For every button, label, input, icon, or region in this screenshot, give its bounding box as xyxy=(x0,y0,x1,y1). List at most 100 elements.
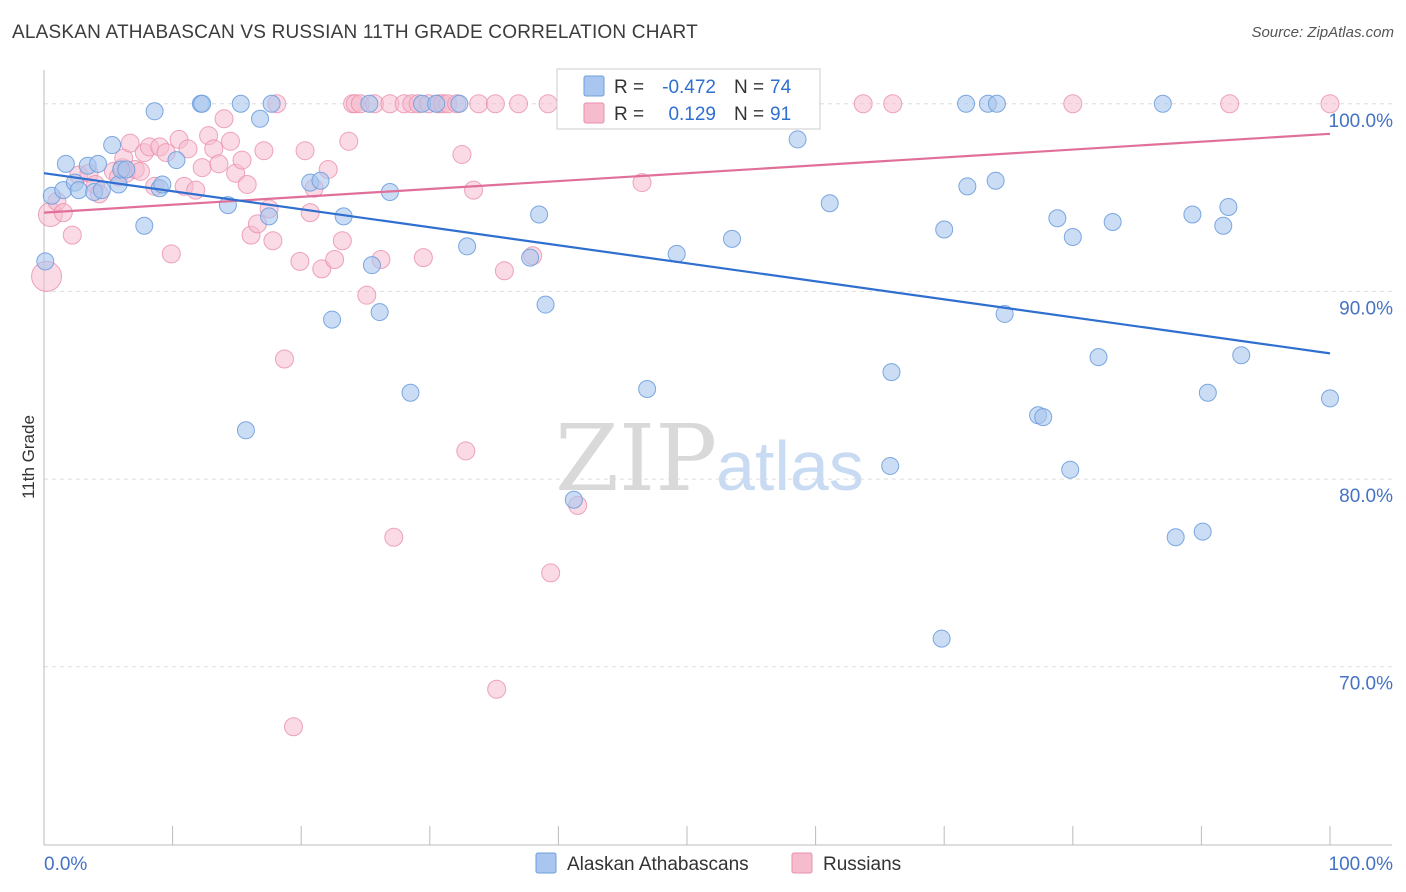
stats-n-value-russians: 91 xyxy=(770,104,791,125)
athabascan-point xyxy=(1034,408,1053,427)
athabascan-point xyxy=(117,160,136,179)
russians-point xyxy=(178,139,198,159)
athabascan-point xyxy=(521,248,540,267)
russians-point xyxy=(541,563,561,583)
axes xyxy=(43,70,1392,846)
athabascan-point xyxy=(251,109,270,128)
russians-point xyxy=(456,441,476,461)
x-tick-label-0: 0.0% xyxy=(44,854,87,875)
stats-swatch-russians xyxy=(583,102,605,124)
athabascan-point xyxy=(311,171,330,190)
stats-n-label-russians: N = xyxy=(734,104,764,125)
watermark-atlas: atlas xyxy=(716,427,864,505)
x-tick-label-1: 100.0% xyxy=(1329,854,1394,875)
russians-point xyxy=(509,94,529,114)
russians-point xyxy=(632,173,652,193)
russians-point xyxy=(494,261,514,281)
stats-n-value-athabascan: 74 xyxy=(770,77,792,98)
athabascan-point xyxy=(370,303,389,322)
russians-point xyxy=(853,94,873,114)
stats-r-label-athabascan: R = xyxy=(614,77,644,98)
athabascan-point xyxy=(145,102,164,121)
legend: Alaskan Athabascans Russians xyxy=(535,852,901,875)
russians-point xyxy=(232,150,252,170)
athabascan-point xyxy=(231,94,250,113)
athabascan-point xyxy=(1166,528,1185,547)
stats-n-label-athabascan: N = xyxy=(734,77,764,98)
russians-point xyxy=(339,131,359,151)
athabascan-point xyxy=(1219,197,1238,216)
athabascan-point xyxy=(1193,522,1212,541)
athabascan-point xyxy=(450,94,469,113)
athabascan-point xyxy=(193,94,212,113)
athabascan-points xyxy=(36,94,1339,648)
russians-point xyxy=(469,94,489,114)
russians-point xyxy=(413,248,433,268)
russians-point xyxy=(384,527,404,547)
athabascan-point xyxy=(401,383,420,402)
russians-point xyxy=(290,251,310,271)
russians-point xyxy=(487,679,507,699)
watermark-zip: ZIP xyxy=(555,405,717,512)
athabascan-point xyxy=(957,94,976,113)
athabascan-point xyxy=(135,216,154,235)
athabascan-point xyxy=(667,244,686,263)
legend-label-russians: Russians xyxy=(823,854,901,875)
athabascan-point xyxy=(323,310,342,329)
athabascan-point xyxy=(723,229,742,248)
russians-point xyxy=(120,133,140,153)
athabascan-point xyxy=(89,154,108,173)
russians-point xyxy=(263,231,283,251)
watermark: ZIP atlas xyxy=(555,405,864,512)
russians-point xyxy=(452,144,472,164)
athabascan-point xyxy=(932,629,951,648)
athabascan-point xyxy=(1061,460,1080,479)
athabascan-point xyxy=(236,421,255,440)
athabascan-point xyxy=(820,194,839,213)
russians-point xyxy=(295,141,315,161)
y-tick-labels: 100.0% 90.0% 80.0% 70.0% xyxy=(1329,111,1394,695)
athabascan-point xyxy=(1153,94,1172,113)
russians-point xyxy=(214,109,234,129)
athabascan-point xyxy=(935,220,954,239)
athabascan-point xyxy=(995,304,1014,323)
chart-title: ALASKAN ATHABASCAN VS RUSSIAN 11TH GRADE… xyxy=(12,22,698,43)
athabascan-point xyxy=(92,181,111,200)
athabascan-point xyxy=(1183,205,1202,224)
athabascan-point xyxy=(1321,389,1339,408)
athabascan-point xyxy=(1063,228,1082,247)
russians-point xyxy=(283,717,303,737)
trend-lines xyxy=(43,132,1331,355)
russians-point xyxy=(300,203,320,223)
athabascan-point xyxy=(564,490,583,509)
athabascan-point xyxy=(262,94,281,113)
russians-point xyxy=(325,250,345,270)
athabascan-point xyxy=(1198,383,1217,402)
athabascan-point xyxy=(530,205,549,224)
athabascan-point xyxy=(362,256,381,275)
athabascan-point xyxy=(103,136,122,155)
russians-point xyxy=(332,231,352,251)
athabascan-point xyxy=(69,181,88,200)
athabascan-point xyxy=(1214,216,1233,235)
stats-legend: R = -0.472 N = 74 R = 0.129 N = 91 xyxy=(556,68,821,130)
y-tick-label-2: 80.0% xyxy=(1339,486,1393,507)
russians-point xyxy=(192,158,212,178)
stats-r-value-athabascan: -0.472 xyxy=(662,77,716,98)
stats-r-label-russians: R = xyxy=(614,104,644,125)
russians-point xyxy=(883,94,903,114)
russians-point xyxy=(485,94,505,114)
athabascan-point xyxy=(167,151,186,170)
russians-point xyxy=(1063,94,1083,114)
stats-r-value-russians: 0.129 xyxy=(668,104,716,125)
russians-point xyxy=(209,154,229,174)
athabascan-point xyxy=(1103,212,1122,231)
athabascan-point xyxy=(1089,348,1108,367)
chart-source: Source: ZipAtlas.com xyxy=(1251,24,1394,41)
russians-point xyxy=(62,225,82,245)
athabascan-point xyxy=(987,94,1006,113)
russians-point xyxy=(464,180,484,200)
x-tick-labels: 0.0% 100.0% xyxy=(44,854,1393,875)
russians-point xyxy=(312,259,332,279)
